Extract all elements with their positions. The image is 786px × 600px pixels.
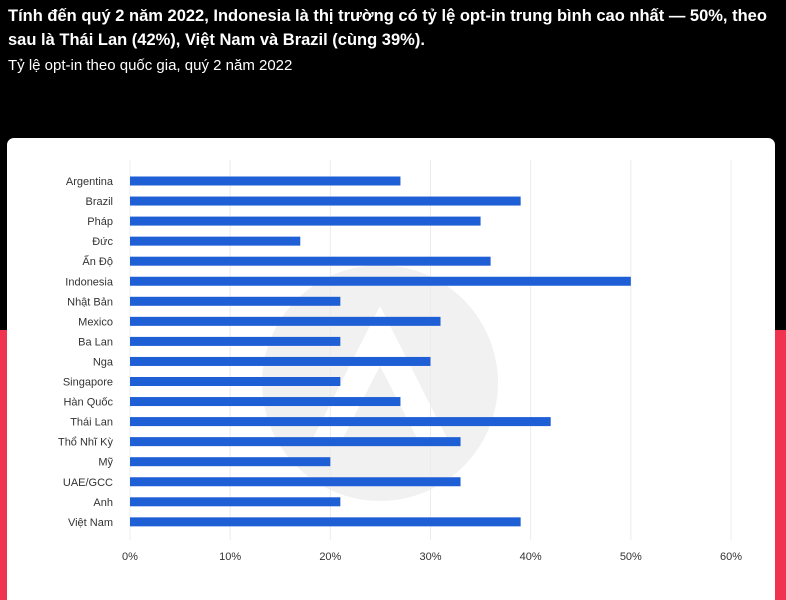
y-category-label: Pháp: [87, 216, 113, 228]
bar-chart: Argentina Brazil Pháp Đức Ấn Độ Indonesia Nhật…: [58, 160, 742, 563]
y-category-label: Anh: [93, 497, 113, 509]
bar: [130, 497, 341, 507]
bar: [130, 176, 401, 186]
y-category-label: Thổ Nhĩ Kỳ: [58, 437, 114, 449]
y-category-label: Thái Lan: [70, 417, 113, 429]
y-category-label: Ba Lan: [78, 336, 113, 348]
y-category-label: Đức: [92, 236, 113, 248]
bar: [130, 377, 341, 386]
bar: [130, 397, 401, 407]
y-category-label: Indonesia: [65, 276, 114, 288]
bar: [130, 236, 301, 246]
x-tick-label: 50%: [620, 551, 642, 563]
x-tick-label: 40%: [520, 551, 542, 563]
y-category-label: Ấn Độ: [82, 255, 113, 268]
bar: [130, 457, 331, 467]
headline: Tính đến quý 2 năm 2022, Indonesia là th…: [8, 7, 767, 49]
y-category-label: Nhật Bản: [67, 296, 113, 308]
bar: [130, 477, 461, 487]
x-tick-label: 60%: [720, 551, 742, 563]
x-tick-label: 20%: [319, 551, 341, 563]
bar: [130, 517, 521, 527]
y-category-label: Việt Nam: [68, 517, 113, 529]
bar: [130, 336, 341, 346]
y-category-label: Mỹ: [98, 457, 113, 469]
bar: [130, 196, 521, 206]
bar: [130, 417, 551, 427]
y-category-label: Mexico: [78, 316, 113, 328]
bar: [130, 437, 461, 447]
y-category-label: Hàn Quốc: [63, 397, 113, 409]
bar: [130, 356, 431, 366]
bar: [130, 256, 491, 266]
y-category-label: Argentina: [66, 176, 114, 188]
bar: [130, 216, 481, 226]
bar: [130, 296, 341, 306]
chart-subtitle: Tỷ lệ opt-in theo quốc gia, quý 2 năm 20…: [8, 57, 293, 74]
y-category-label: Nga: [93, 356, 114, 368]
y-category-label: Singapore: [63, 377, 113, 389]
x-tick-label: 30%: [419, 551, 441, 563]
y-category-label: Brazil: [85, 196, 113, 208]
x-tick-label: 0%: [122, 551, 138, 563]
x-tick-label: 10%: [219, 551, 241, 563]
bar: [130, 276, 631, 286]
chart-card: Argentina Brazil Pháp Đức Ấn Độ Indonesia Nhật…: [7, 138, 775, 600]
y-category-label: UAE/GCC: [63, 477, 113, 489]
bar: [130, 316, 441, 326]
